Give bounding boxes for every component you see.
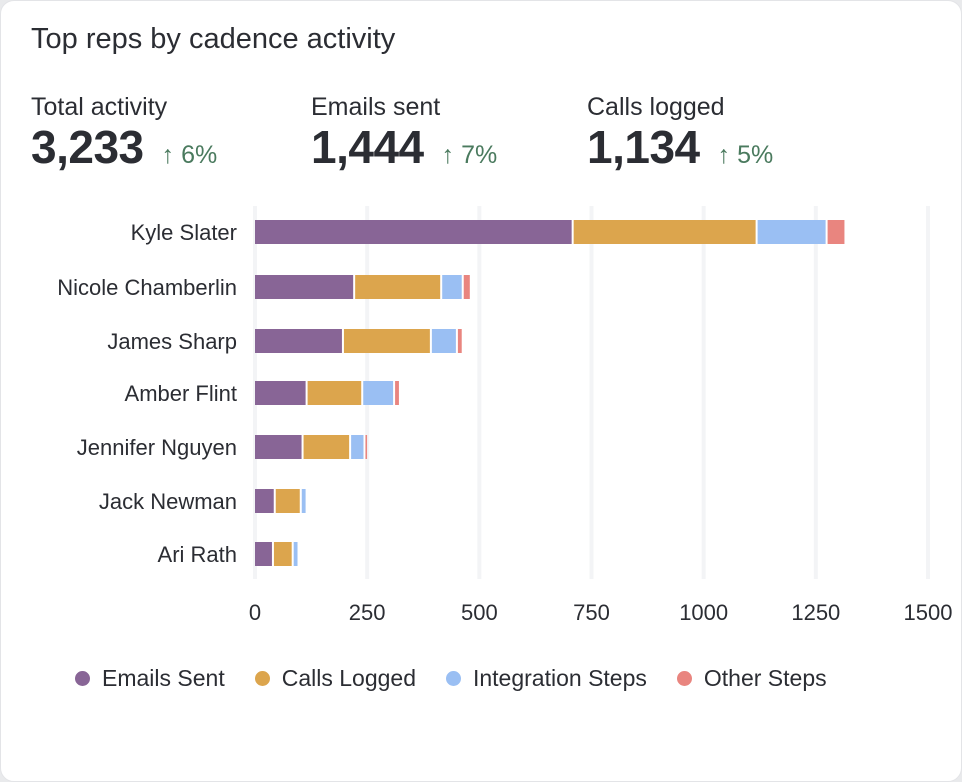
bar-segment-calls-logged — [273, 542, 292, 566]
bar-segment-emails-sent — [255, 220, 572, 244]
y-category-label: Jennifer Nguyen — [77, 435, 237, 460]
legend-item[interactable]: Integration Steps — [445, 665, 647, 692]
metric-emails-sent: Emails sent 1,444 ↑ 7% — [311, 93, 497, 174]
legend-item[interactable]: Calls Logged — [254, 665, 416, 692]
metric-value: 1,134 — [587, 121, 700, 173]
metric-value: 1,444 — [311, 121, 424, 173]
bar-segment-integration-steps — [363, 381, 394, 405]
bar-segment-integration-steps — [431, 329, 456, 353]
metric-calls-logged: Calls logged 1,134 ↑ 5% — [587, 93, 773, 174]
bar-segment-emails-sent — [255, 542, 272, 566]
bar-segment-other-steps — [365, 435, 368, 459]
x-tick-label: 1500 — [904, 600, 953, 625]
legend-dot-icon — [75, 671, 90, 686]
bar-segment-integration-steps — [351, 435, 364, 459]
metric-label: Calls logged — [587, 93, 725, 121]
metric-change: ↑ 6% — [161, 141, 218, 169]
bar-segment-integration-steps — [442, 275, 462, 299]
bar-segment-calls-logged — [343, 329, 430, 353]
bar-segment-other-steps — [463, 275, 470, 299]
legend-item[interactable]: Emails Sent — [75, 665, 225, 692]
y-category-label: Ari Rath — [158, 542, 237, 567]
bar-segment-emails-sent — [255, 435, 302, 459]
metric-label: Emails sent — [311, 93, 441, 121]
x-tick-label: 1000 — [679, 600, 728, 625]
bar-segment-integration-steps — [757, 220, 826, 244]
bar-segment-emails-sent — [255, 381, 306, 405]
legend-dot-icon — [445, 671, 461, 686]
x-tick-label: 500 — [461, 600, 498, 625]
bar-segment-integration-steps — [301, 489, 306, 513]
y-category-label: Amber Flint — [125, 381, 237, 406]
gridline — [701, 206, 706, 579]
gridline — [477, 206, 482, 579]
bar-segment-calls-logged — [275, 489, 300, 513]
y-category-label: Nicole Chamberlin — [57, 275, 237, 300]
legend-label: Calls Logged — [281, 665, 416, 691]
legend-dot-icon — [676, 671, 692, 686]
gridline — [926, 206, 930, 579]
metric-change: ↑ 7% — [441, 141, 498, 169]
metric-total-activity: Total activity 3,233 ↑ 6% — [31, 93, 217, 174]
gridline — [813, 206, 818, 579]
card-title: Top reps by cadence activity — [31, 23, 396, 55]
bar-segment-calls-logged — [307, 381, 362, 405]
gridline — [589, 206, 594, 579]
y-category-label: Jack Newman — [99, 489, 237, 514]
bar-segment-emails-sent — [255, 275, 354, 299]
bar-segment-calls-logged — [303, 435, 350, 459]
legend-label: Integration Steps — [472, 665, 647, 691]
bar-segment-calls-logged — [573, 220, 756, 244]
x-tick-label: 1250 — [791, 600, 840, 625]
bar-segment-calls-logged — [355, 275, 441, 299]
bar-segment-integration-steps — [293, 542, 298, 566]
metric-label: Total activity — [31, 93, 168, 121]
bar-segment-emails-sent — [255, 489, 274, 513]
bar-segment-emails-sent — [255, 329, 342, 353]
legend-item[interactable]: Other Steps — [676, 665, 827, 692]
legend-dot-icon — [254, 671, 270, 686]
metric-change: ↑ 5% — [717, 141, 774, 169]
bar-segment-other-steps — [457, 329, 462, 353]
stacked-bar-chart: 0 250 500 750 1000 1250 1500 Kyle Slater Nicole … — [57, 206, 953, 625]
x-tick-label: 750 — [573, 600, 610, 625]
legend-label: Emails Sent — [102, 665, 225, 691]
x-tick-label: 0 — [249, 600, 261, 625]
metric-value: 3,233 — [31, 121, 144, 173]
bar-segment-other-steps — [395, 381, 399, 405]
bar-segment-other-steps — [827, 220, 845, 244]
legend-label: Other Steps — [703, 665, 827, 691]
y-category-label: James Sharp — [107, 329, 237, 354]
y-category-label: Kyle Slater — [131, 220, 237, 245]
x-tick-label: 250 — [349, 600, 386, 625]
chart-legend: Emails Sent Calls Logged Integration Steps… — [75, 665, 827, 692]
